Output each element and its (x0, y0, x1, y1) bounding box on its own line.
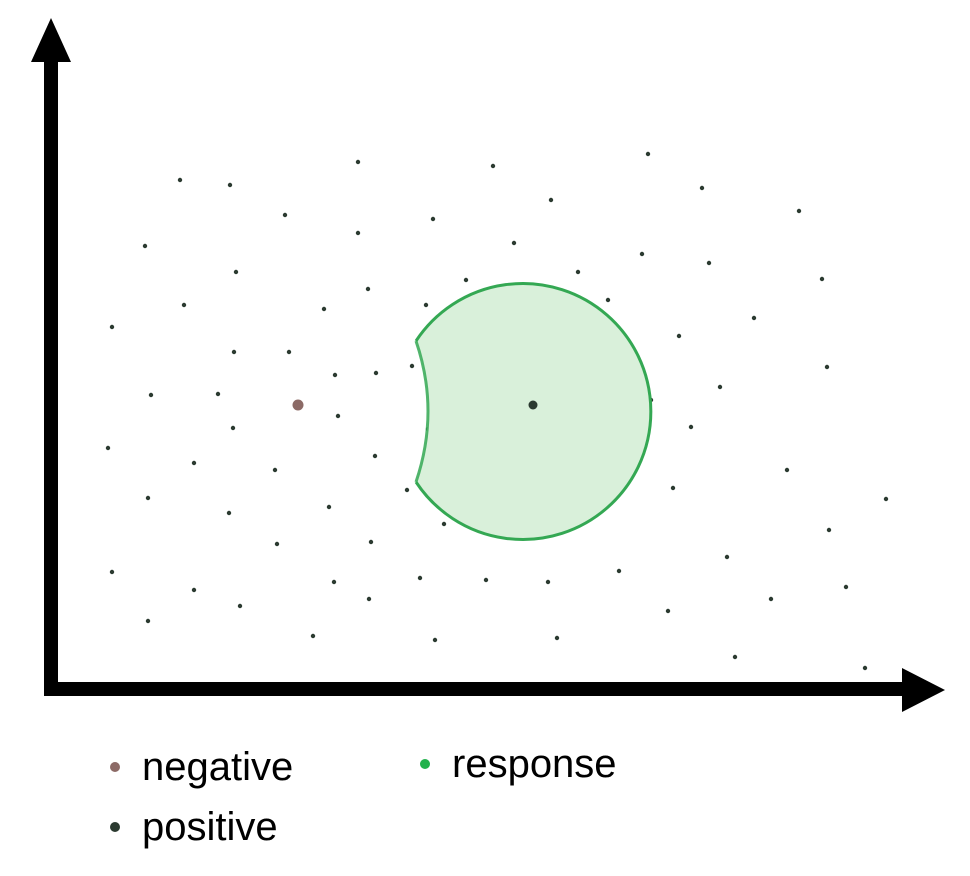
data-point (226, 510, 232, 516)
x-axis-arrowhead (902, 668, 945, 712)
data-point (688, 424, 694, 430)
legend-label-response: response (452, 742, 617, 786)
data-point (109, 569, 115, 575)
data-point (335, 413, 341, 419)
legend-item-positive: positive (110, 807, 278, 847)
data-point (332, 372, 338, 378)
response-region-notch (414, 340, 430, 483)
data-point (843, 584, 849, 590)
response-region-outline (414, 282, 653, 541)
legend-dot-positive (110, 822, 120, 832)
data-point (724, 554, 730, 560)
data-point (699, 185, 705, 191)
data-point (430, 216, 436, 222)
legend-item-negative: negative (110, 747, 293, 787)
data-point (373, 370, 379, 376)
data-point (282, 212, 288, 218)
data-point (272, 467, 278, 473)
data-point (826, 527, 832, 533)
data-point (191, 587, 197, 593)
data-point (676, 333, 682, 339)
data-point (417, 575, 423, 581)
data-point (404, 487, 410, 493)
data-point (331, 579, 337, 585)
data-point (819, 276, 825, 282)
data-point (751, 315, 757, 321)
data-point (227, 182, 233, 188)
y-axis-arrowhead (31, 18, 71, 62)
data-point (148, 392, 154, 398)
negative-point (292, 399, 304, 411)
data-point (321, 306, 327, 312)
data-point (768, 596, 774, 602)
data-point (575, 269, 581, 275)
data-point (796, 208, 802, 214)
data-point (231, 349, 237, 355)
data-point (511, 240, 517, 246)
legend-dot-negative (110, 762, 120, 772)
data-point (545, 579, 551, 585)
data-point (355, 230, 361, 236)
data-point (274, 541, 280, 547)
data-point (105, 445, 111, 451)
data-point (409, 363, 415, 369)
data-point (732, 654, 738, 660)
data-point (490, 163, 496, 169)
data-point (366, 596, 372, 602)
legend-label-positive: positive (142, 805, 278, 849)
data-point (639, 251, 645, 257)
response-region (414, 282, 653, 541)
data-point (233, 269, 239, 275)
response-region-fill (416, 283, 651, 540)
data-point (310, 633, 316, 639)
data-point (463, 277, 469, 283)
data-point (145, 495, 151, 501)
data-point (181, 302, 187, 308)
data-point (191, 460, 197, 466)
data-point (142, 243, 148, 249)
data-point (215, 391, 221, 397)
legend-dot-response (420, 759, 430, 769)
data-point (883, 496, 889, 502)
data-point (483, 577, 489, 583)
legend-label-negative: negative (142, 745, 294, 789)
data-point (784, 467, 790, 473)
data-point (645, 151, 651, 157)
data-point (665, 608, 671, 614)
data-point (355, 159, 361, 165)
data-point (670, 485, 676, 491)
data-point (109, 324, 115, 330)
data-point (554, 635, 560, 641)
data-point (824, 364, 830, 370)
data-point (237, 603, 243, 609)
data-point (616, 568, 622, 574)
data-point (372, 453, 378, 459)
data-point (441, 521, 447, 527)
data-point (432, 637, 438, 643)
data-point (423, 302, 429, 308)
data-point (717, 384, 723, 390)
data-point (862, 665, 868, 671)
data-point (365, 286, 371, 292)
data-point (548, 197, 554, 203)
data-point (145, 618, 151, 624)
axes (31, 18, 945, 712)
data-point (177, 177, 183, 183)
data-point (605, 297, 611, 303)
positive-point (528, 400, 538, 410)
data-point (326, 504, 332, 510)
legend-item-response: response (420, 744, 617, 784)
data-point (368, 539, 374, 545)
data-point (286, 349, 292, 355)
data-point (230, 425, 236, 431)
data-point (706, 260, 712, 266)
